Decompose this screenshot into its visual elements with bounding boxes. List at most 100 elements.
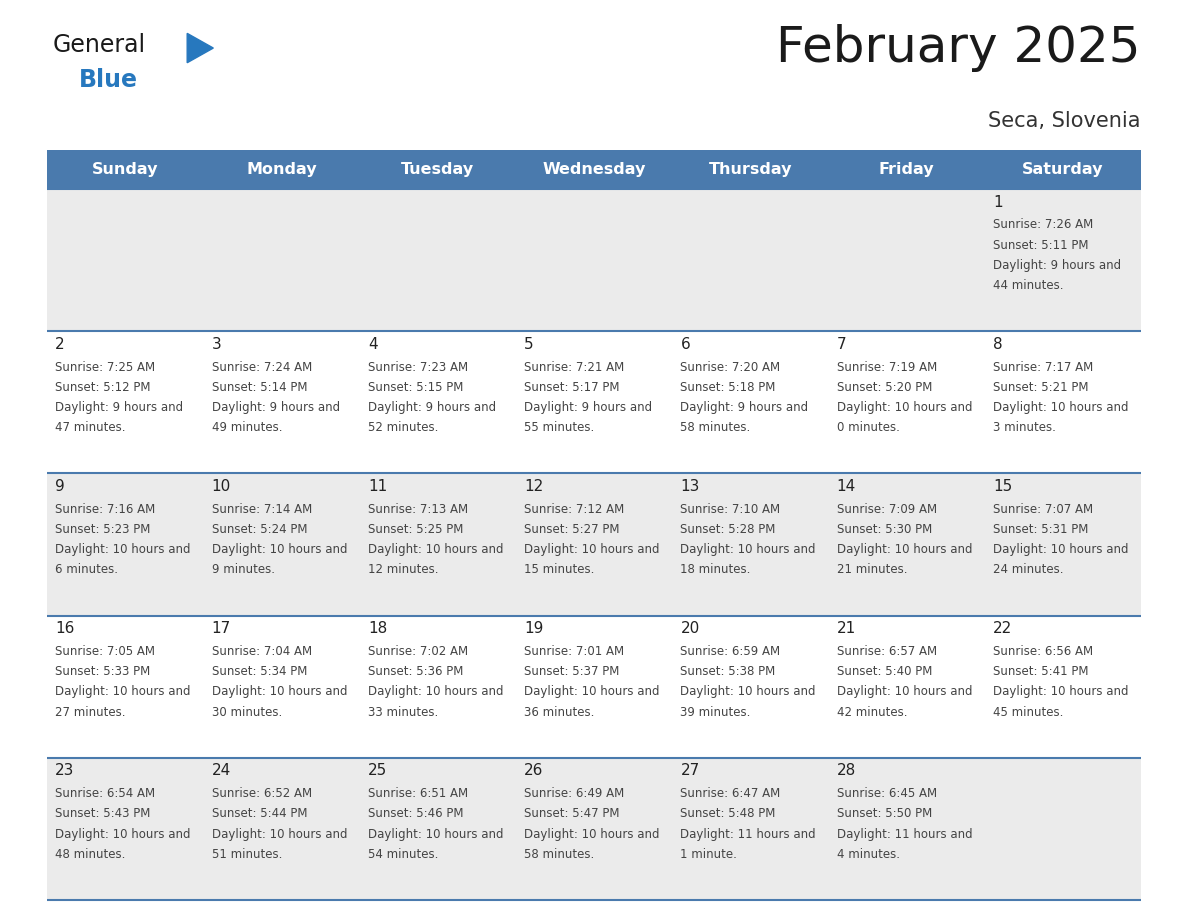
Text: 18: 18 — [368, 621, 387, 636]
Text: 54 minutes.: 54 minutes. — [368, 847, 438, 861]
Text: Sunrise: 6:49 AM: Sunrise: 6:49 AM — [524, 787, 625, 800]
Text: Thursday: Thursday — [708, 162, 792, 177]
Text: Daylight: 10 hours and: Daylight: 10 hours and — [368, 686, 504, 699]
Text: Sunrise: 6:45 AM: Sunrise: 6:45 AM — [836, 787, 937, 800]
Text: Sunrise: 6:51 AM: Sunrise: 6:51 AM — [368, 787, 468, 800]
Bar — [48, 474, 1140, 616]
Text: Daylight: 10 hours and: Daylight: 10 hours and — [56, 543, 191, 556]
Text: Sunrise: 7:25 AM: Sunrise: 7:25 AM — [56, 361, 156, 374]
Text: Sunset: 5:28 PM: Sunset: 5:28 PM — [681, 523, 776, 536]
Text: 5: 5 — [524, 337, 533, 352]
Text: 26: 26 — [524, 763, 544, 778]
Text: Sunrise: 7:24 AM: Sunrise: 7:24 AM — [211, 361, 312, 374]
Text: 12: 12 — [524, 479, 543, 494]
Bar — [985, 150, 1140, 189]
Text: February 2025: February 2025 — [777, 24, 1140, 73]
Text: Sunrise: 6:54 AM: Sunrise: 6:54 AM — [56, 787, 156, 800]
Text: 8: 8 — [993, 337, 1003, 352]
Text: Daylight: 10 hours and: Daylight: 10 hours and — [211, 827, 347, 841]
Text: Daylight: 10 hours and: Daylight: 10 hours and — [56, 686, 191, 699]
Text: Sunset: 5:18 PM: Sunset: 5:18 PM — [681, 381, 776, 394]
Text: 21: 21 — [836, 621, 857, 636]
Text: 48 minutes.: 48 minutes. — [56, 847, 126, 861]
Text: Sunset: 5:37 PM: Sunset: 5:37 PM — [524, 666, 620, 678]
Text: Daylight: 11 hours and: Daylight: 11 hours and — [681, 827, 816, 841]
Text: Sunset: 5:21 PM: Sunset: 5:21 PM — [993, 381, 1088, 394]
Text: 9 minutes.: 9 minutes. — [211, 564, 274, 577]
Text: Daylight: 9 hours and: Daylight: 9 hours and — [56, 401, 183, 414]
Text: 45 minutes.: 45 minutes. — [993, 706, 1063, 719]
Text: Sunrise: 7:01 AM: Sunrise: 7:01 AM — [524, 645, 625, 658]
Text: Sunrise: 7:16 AM: Sunrise: 7:16 AM — [56, 503, 156, 516]
Text: 0 minutes.: 0 minutes. — [836, 421, 899, 434]
Text: Friday: Friday — [879, 162, 935, 177]
Text: Daylight: 10 hours and: Daylight: 10 hours and — [836, 543, 972, 556]
Bar — [48, 189, 1140, 331]
Text: 24 minutes.: 24 minutes. — [993, 564, 1063, 577]
Text: Sunrise: 7:14 AM: Sunrise: 7:14 AM — [211, 503, 312, 516]
Text: 13: 13 — [681, 479, 700, 494]
Text: 30 minutes.: 30 minutes. — [211, 706, 282, 719]
Text: Sunset: 5:15 PM: Sunset: 5:15 PM — [368, 381, 463, 394]
Text: 4 minutes.: 4 minutes. — [836, 847, 899, 861]
Text: Sunset: 5:44 PM: Sunset: 5:44 PM — [211, 807, 308, 821]
Text: 2: 2 — [56, 337, 65, 352]
Text: Tuesday: Tuesday — [402, 162, 474, 177]
Text: 7: 7 — [836, 337, 846, 352]
Text: Sunrise: 7:12 AM: Sunrise: 7:12 AM — [524, 503, 625, 516]
Text: Sunrise: 7:10 AM: Sunrise: 7:10 AM — [681, 503, 781, 516]
Text: Sunset: 5:30 PM: Sunset: 5:30 PM — [836, 523, 933, 536]
Text: 25: 25 — [368, 763, 387, 778]
Bar — [516, 150, 672, 189]
Text: 16: 16 — [56, 621, 75, 636]
Text: 27 minutes.: 27 minutes. — [56, 706, 126, 719]
Text: Daylight: 10 hours and: Daylight: 10 hours and — [524, 827, 659, 841]
Text: Daylight: 9 hours and: Daylight: 9 hours and — [368, 401, 497, 414]
Text: Sunrise: 6:57 AM: Sunrise: 6:57 AM — [836, 645, 937, 658]
Text: Sunset: 5:46 PM: Sunset: 5:46 PM — [368, 807, 463, 821]
Text: 47 minutes.: 47 minutes. — [56, 421, 126, 434]
Text: Saturday: Saturday — [1022, 162, 1104, 177]
Text: 3: 3 — [211, 337, 221, 352]
Text: 21 minutes.: 21 minutes. — [836, 564, 908, 577]
Text: Daylight: 10 hours and: Daylight: 10 hours and — [524, 686, 659, 699]
Bar — [48, 331, 1140, 474]
Text: Daylight: 10 hours and: Daylight: 10 hours and — [993, 543, 1129, 556]
Text: 15: 15 — [993, 479, 1012, 494]
Text: Blue: Blue — [80, 68, 138, 92]
Text: 3 minutes.: 3 minutes. — [993, 421, 1056, 434]
Text: Sunrise: 7:02 AM: Sunrise: 7:02 AM — [368, 645, 468, 658]
Text: 28: 28 — [836, 763, 857, 778]
Text: Sunset: 5:20 PM: Sunset: 5:20 PM — [836, 381, 933, 394]
Text: Sunset: 5:12 PM: Sunset: 5:12 PM — [56, 381, 151, 394]
Text: 1 minute.: 1 minute. — [681, 847, 738, 861]
Bar — [360, 150, 516, 189]
Text: Daylight: 10 hours and: Daylight: 10 hours and — [368, 827, 504, 841]
Text: 11: 11 — [368, 479, 387, 494]
Text: 1: 1 — [993, 195, 1003, 209]
Text: Daylight: 10 hours and: Daylight: 10 hours and — [681, 686, 816, 699]
Text: Daylight: 10 hours and: Daylight: 10 hours and — [56, 827, 191, 841]
Bar — [672, 150, 828, 189]
Text: 19: 19 — [524, 621, 544, 636]
Text: 33 minutes.: 33 minutes. — [368, 706, 438, 719]
Text: Sunset: 5:43 PM: Sunset: 5:43 PM — [56, 807, 151, 821]
Text: 15 minutes.: 15 minutes. — [524, 564, 594, 577]
Text: 18 minutes.: 18 minutes. — [681, 564, 751, 577]
Text: Sunrise: 7:26 AM: Sunrise: 7:26 AM — [993, 218, 1093, 231]
Text: 4: 4 — [368, 337, 378, 352]
Text: Daylight: 10 hours and: Daylight: 10 hours and — [524, 543, 659, 556]
Text: Sunset: 5:25 PM: Sunset: 5:25 PM — [368, 523, 463, 536]
Text: 44 minutes.: 44 minutes. — [993, 279, 1063, 292]
Text: Sunset: 5:41 PM: Sunset: 5:41 PM — [993, 666, 1088, 678]
Text: Sunrise: 6:56 AM: Sunrise: 6:56 AM — [993, 645, 1093, 658]
Text: Daylight: 10 hours and: Daylight: 10 hours and — [836, 686, 972, 699]
Text: Wednesday: Wednesday — [542, 162, 646, 177]
Bar — [828, 150, 985, 189]
Text: 58 minutes.: 58 minutes. — [524, 847, 594, 861]
Bar — [48, 757, 1140, 900]
Text: 49 minutes.: 49 minutes. — [211, 421, 282, 434]
Text: Sunrise: 7:05 AM: Sunrise: 7:05 AM — [56, 645, 156, 658]
Text: Daylight: 9 hours and: Daylight: 9 hours and — [681, 401, 809, 414]
Text: 6 minutes.: 6 minutes. — [56, 564, 119, 577]
